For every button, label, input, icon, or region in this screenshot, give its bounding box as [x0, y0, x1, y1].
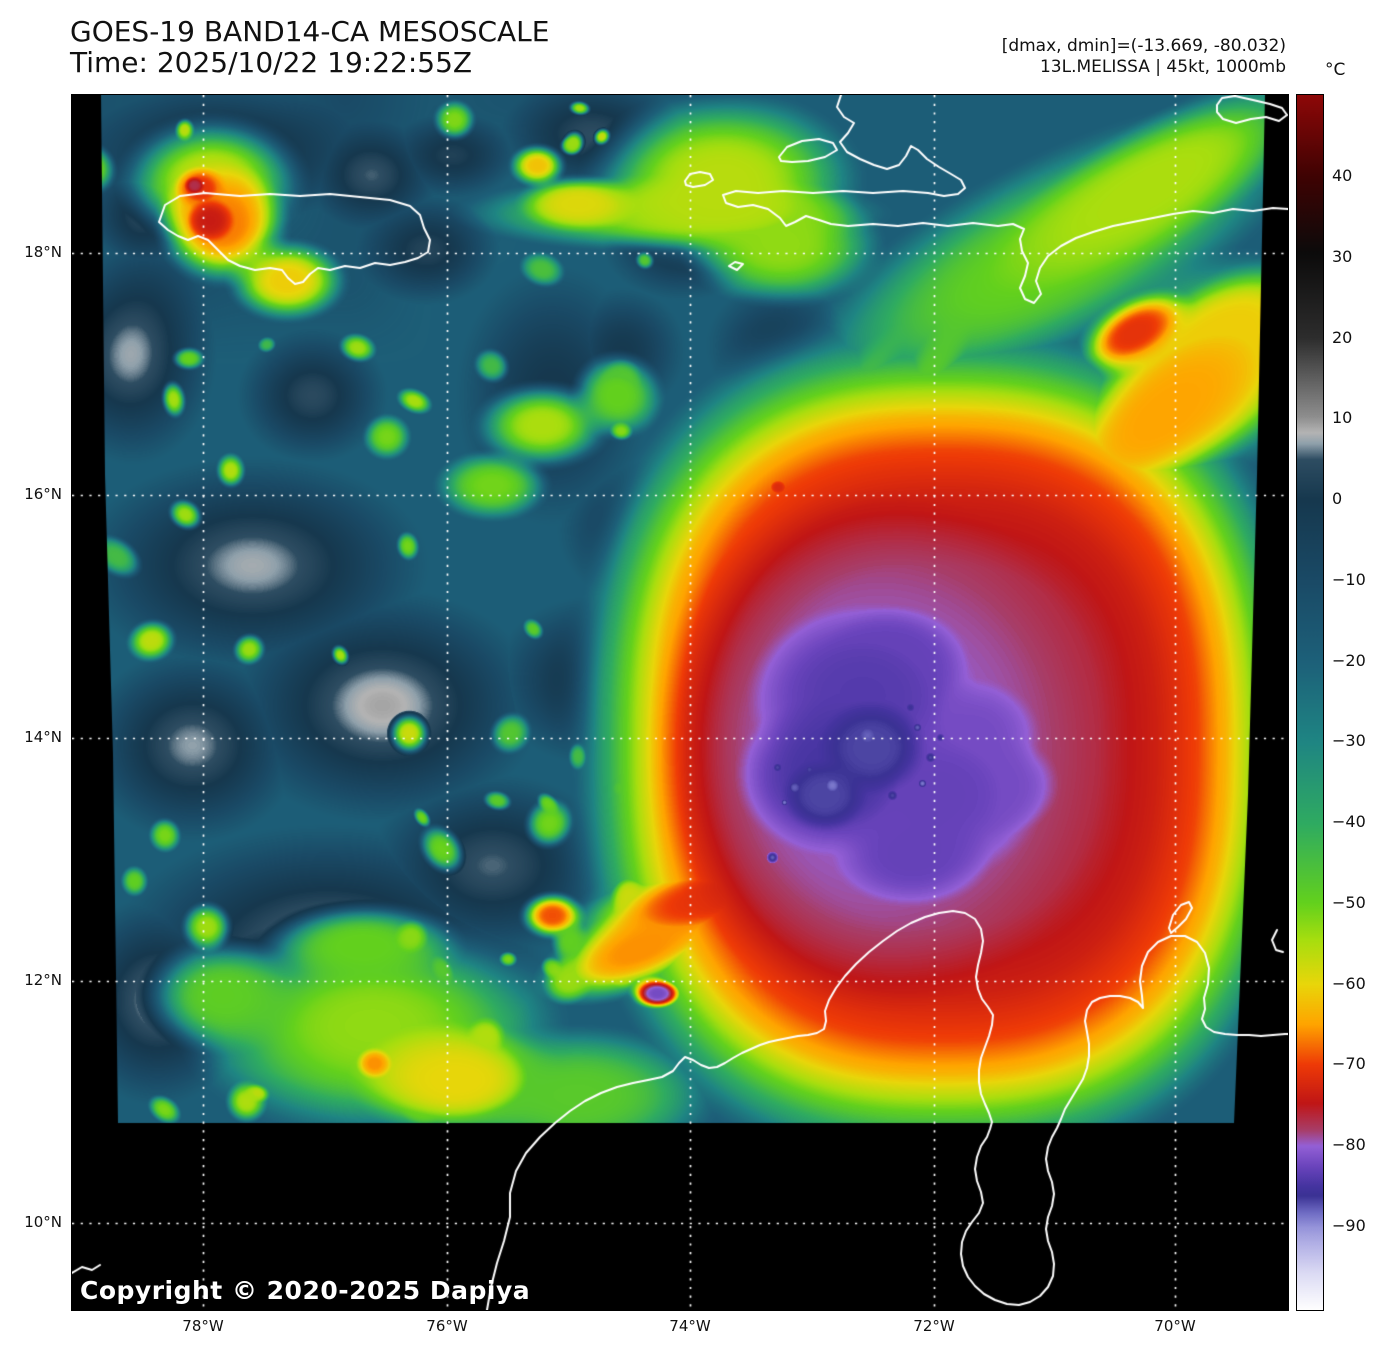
colorbar-tick: −20 — [1332, 650, 1366, 670]
satellite-map-canvas — [72, 95, 1288, 1310]
lon-label-76w: 76°W — [426, 1317, 468, 1335]
lon-label-72w: 72°W — [913, 1317, 955, 1335]
copyright-watermark: Copyright © 2020-2025 Dapiya — [80, 1276, 531, 1305]
map-plot-area: Copyright © 2020-2025 Dapiya — [71, 94, 1289, 1311]
colorbar-tick: 30 — [1332, 246, 1353, 266]
colorbar-tick: −50 — [1332, 892, 1366, 912]
lat-label-14n: 14°N — [24, 728, 62, 746]
colorbar-tick: −80 — [1332, 1135, 1366, 1154]
colorbar-gradient-canvas — [1297, 95, 1323, 1310]
colorbar-tick: −70 — [1332, 1054, 1366, 1074]
dmax-dmin-readout: [dmax, dmin]=(-13.669, -80.032) — [1001, 36, 1286, 56]
storm-intensity-readout: 13L.MELISSA | 45kt, 1000mb — [1039, 57, 1286, 77]
annotation-block: [dmax, dmin]=(-13.669, -80.032) 13L.MELI… — [1002, 36, 1286, 78]
colorbar-tick: 10 — [1332, 408, 1353, 428]
colorbar-tick: −40 — [1332, 812, 1366, 831]
colorbar-tick: 40 — [1332, 166, 1353, 185]
lon-label-78w: 78°W — [182, 1317, 224, 1335]
lat-label-10n: 10°N — [24, 1213, 62, 1231]
lat-label-12n: 12°N — [24, 971, 62, 989]
lon-label-74w: 74°W — [669, 1317, 711, 1335]
figure-timestamp: Time: 2025/10/22 19:22:55Z — [70, 46, 473, 79]
colorbar-tick: −30 — [1332, 731, 1366, 751]
lat-label-18n: 18°N — [24, 243, 62, 261]
lat-label-16n: 16°N — [24, 485, 62, 503]
colorbar-tick: −10 — [1332, 569, 1366, 589]
figure-title-block: GOES-19 BAND14-CA MESOSCALE Time: 2025/1… — [70, 16, 549, 78]
colorbar-tick: −60 — [1332, 973, 1366, 993]
colorbar-tick: 0 — [1332, 489, 1343, 508]
colorbar-tick: −90 — [1332, 1215, 1366, 1235]
colorbar-tick: 20 — [1332, 327, 1353, 347]
lon-label-70w: 70°W — [1154, 1317, 1196, 1335]
temperature-colorbar — [1296, 94, 1324, 1311]
figure-title: GOES-19 BAND14-CA MESOSCALE — [70, 15, 550, 48]
colorbar-unit-label: °C — [1325, 60, 1346, 80]
